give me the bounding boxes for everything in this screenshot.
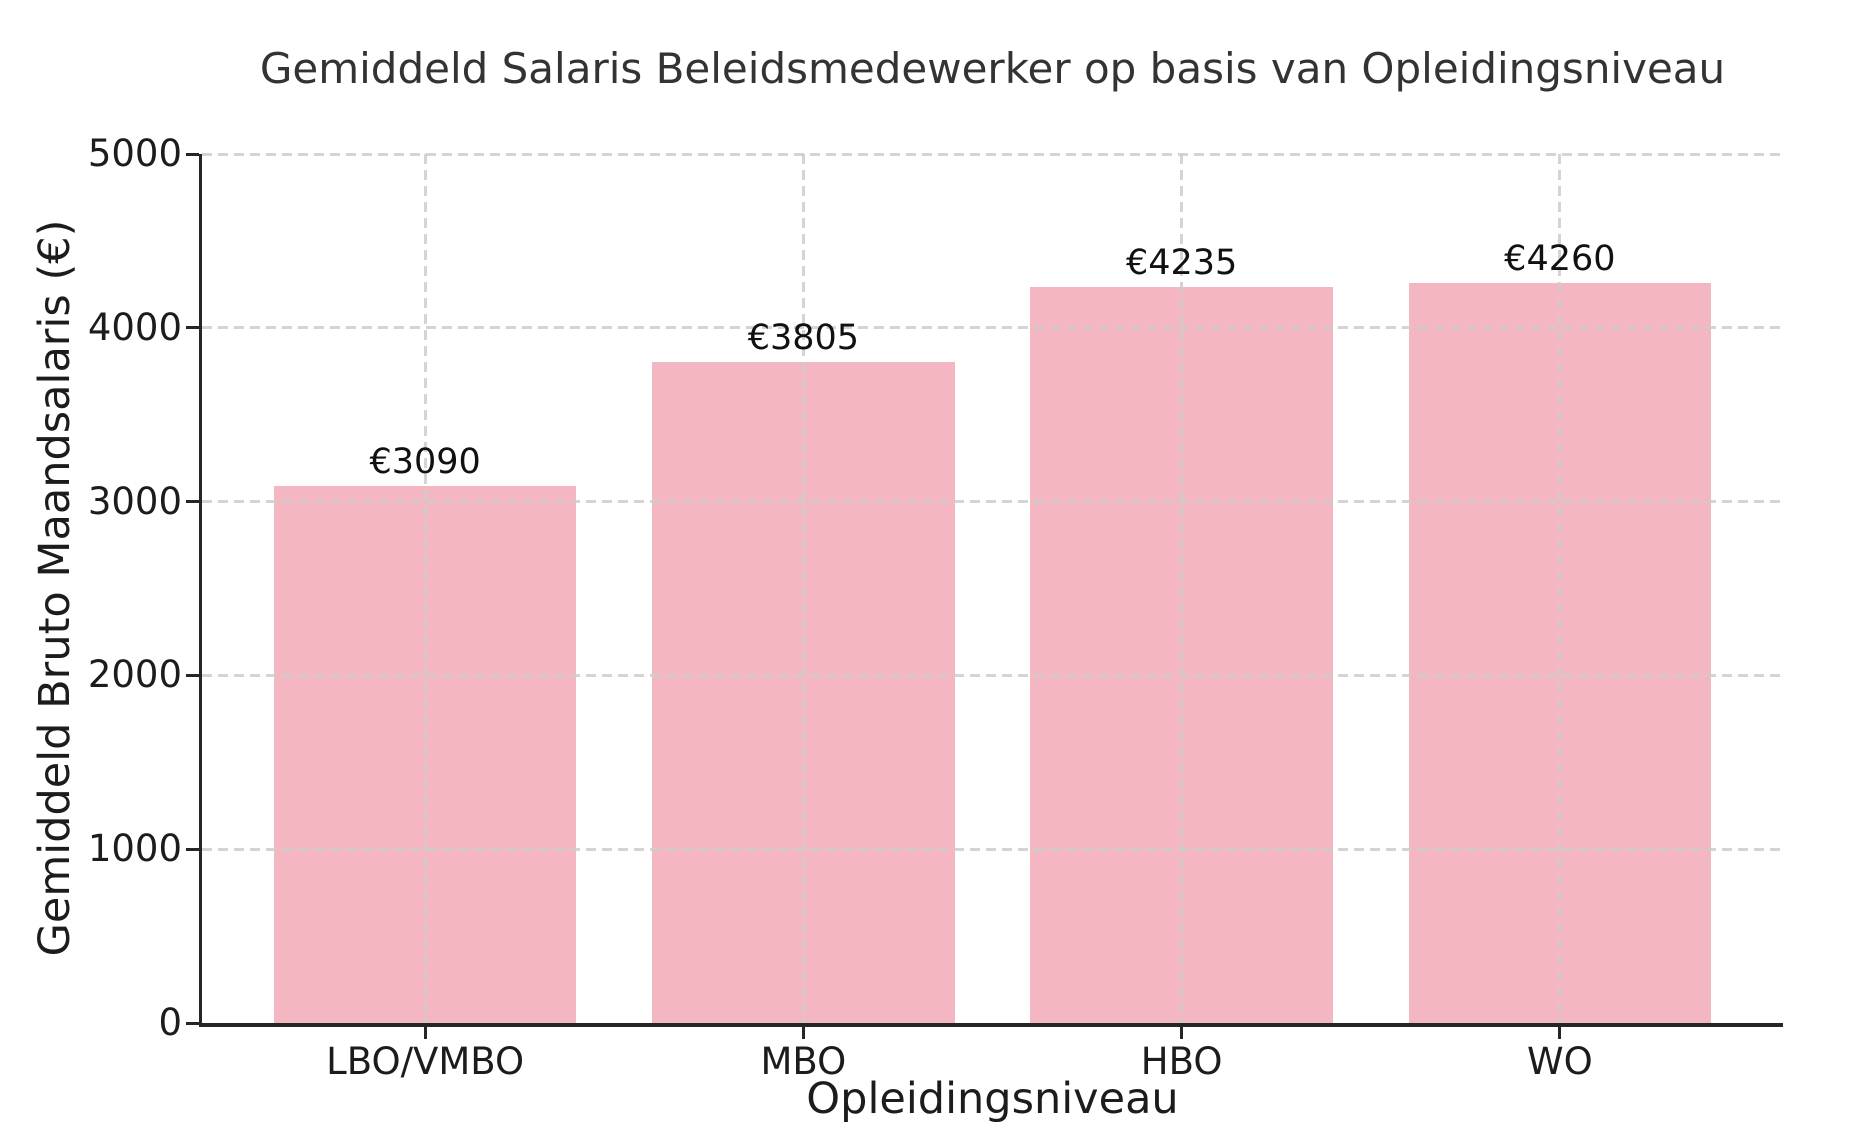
x-tick-label: HBO (1140, 1040, 1223, 1083)
gridline-vertical (1180, 154, 1184, 1023)
gridline-horizontal (202, 326, 1783, 330)
y-tick-mark (186, 673, 199, 677)
x-tick-mark (1180, 1027, 1184, 1039)
bar-value-label: €4260 (1504, 238, 1616, 279)
y-tick-label: 4000 (87, 305, 182, 349)
gridline-horizontal (202, 152, 1783, 156)
gridline-horizontal (202, 500, 1783, 504)
y-tick-mark (186, 152, 199, 156)
x-tick-mark (801, 1027, 805, 1039)
x-axis-label: Opleidingsniveau (806, 1074, 1179, 1124)
y-tick-label: 0 (158, 1001, 182, 1044)
plot-area: 0 1000 2000 3000 4000 5000 €3090 LBO/VMBO €3805 M… (88, 132, 1783, 1083)
y-tick-mark (186, 326, 199, 330)
chart-title: Gemiddeld Salaris Beleidsmedewerker op b… (259, 44, 1726, 93)
gridline-vertical (801, 154, 805, 1023)
x-tick-label: LBO/VMBO (326, 1040, 525, 1083)
bar-value-label: €3090 (369, 441, 481, 482)
y-tick-mark (186, 500, 199, 504)
bar-value-label: €3805 (747, 317, 860, 358)
gridline-horizontal (202, 673, 1783, 677)
y-tick-mark (186, 1021, 199, 1025)
gridline-vertical (1558, 154, 1562, 1023)
gridline-horizontal (202, 847, 1783, 851)
x-tick-mark (1558, 1027, 1562, 1039)
y-tick-label: 5000 (87, 132, 182, 175)
x-axis-spine (199, 1023, 1783, 1027)
x-tick-mark (423, 1027, 427, 1039)
bar-value-label: €4235 (1125, 242, 1238, 283)
x-tick-label: MBO (760, 1040, 847, 1083)
gridline-vertical (423, 154, 427, 1023)
y-tick-mark (186, 847, 199, 851)
x-tick-label: WO (1526, 1040, 1593, 1083)
y-axis-spine (199, 154, 202, 1026)
y-tick-label: 2000 (87, 653, 182, 697)
y-tick-label: 1000 (87, 827, 182, 871)
y-tick-label: 3000 (87, 479, 182, 523)
